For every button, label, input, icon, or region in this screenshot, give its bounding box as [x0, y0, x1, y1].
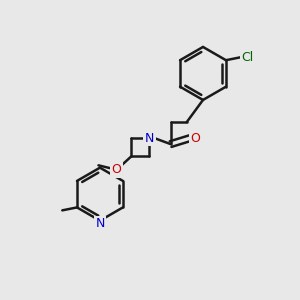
Text: O: O [112, 163, 122, 176]
Text: Cl: Cl [241, 51, 254, 64]
Text: N: N [95, 217, 105, 230]
Text: O: O [191, 132, 201, 145]
Text: N: N [145, 132, 154, 145]
